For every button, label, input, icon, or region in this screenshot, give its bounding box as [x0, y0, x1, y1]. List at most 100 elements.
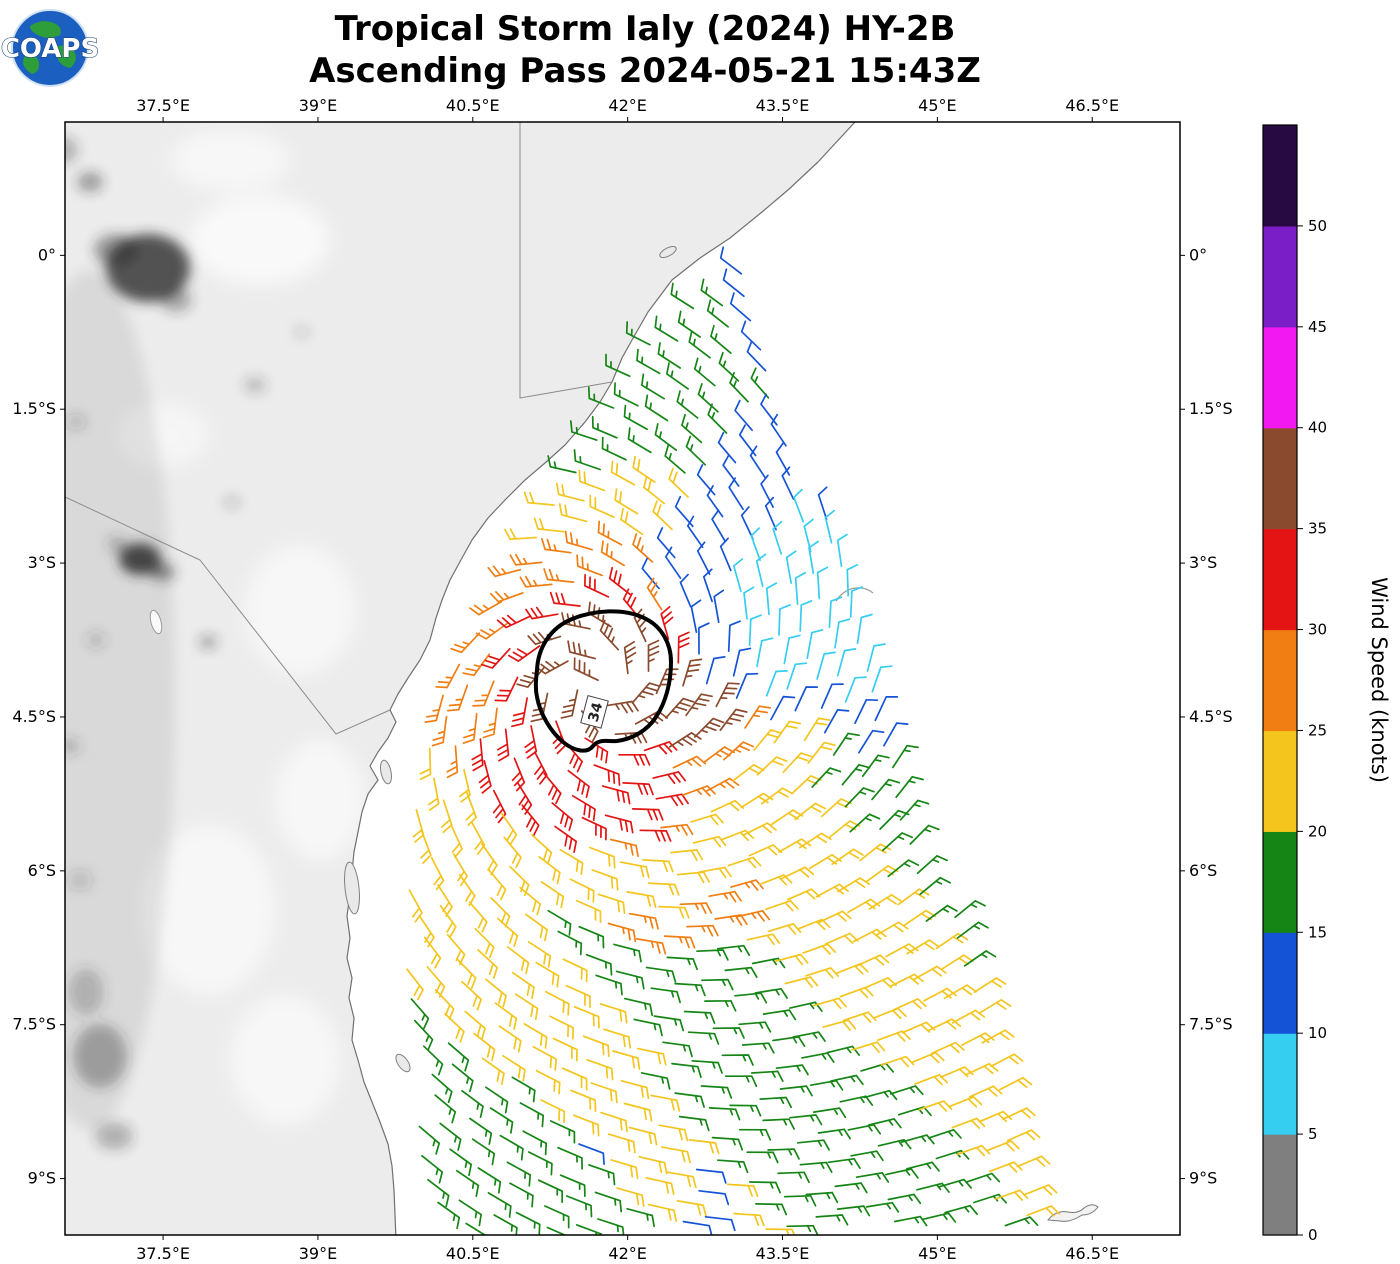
wind-barb [935, 932, 969, 950]
wind-barb [519, 575, 553, 588]
wind-barb [1026, 1205, 1060, 1217]
x-tick-label-top: 46.5°E [1065, 96, 1119, 115]
wind-barb [481, 1057, 505, 1086]
wind-barb [729, 1104, 762, 1117]
wind-barb [591, 869, 619, 891]
wind-barb [665, 697, 695, 719]
islands [149, 245, 1099, 1222]
wind-barb [681, 413, 703, 444]
wind-barb [688, 330, 711, 359]
wind-barb [785, 550, 797, 584]
wind-barb [858, 729, 885, 754]
contour-label-34: 34 [586, 701, 607, 724]
wind-barb [573, 1114, 600, 1137]
wind-barb [554, 825, 578, 854]
contour-label-box: 34 [580, 695, 609, 729]
wind-barb [702, 568, 713, 603]
wind-barb [654, 423, 678, 452]
wind-barb [471, 1138, 496, 1166]
wind-barb [711, 1136, 744, 1151]
wind-barb [702, 746, 735, 764]
wind-barb [750, 527, 761, 562]
wind-barb [842, 1011, 877, 1023]
wind-barb [764, 496, 777, 531]
wind-barb [815, 1214, 849, 1226]
wind-barb [836, 1205, 871, 1217]
wind-barb [820, 683, 844, 709]
wind-barb [620, 507, 644, 536]
wind-barb [686, 515, 704, 549]
wind-barb [439, 904, 457, 938]
colorbar: 0 5 10 15 20 25 30 35 40 45 50 [1262, 124, 1327, 1244]
wind-barb [916, 855, 948, 875]
wind-barb [516, 781, 533, 815]
wind-barb [475, 622, 508, 640]
wind-barb [831, 848, 864, 866]
wind-barb [569, 420, 598, 441]
wind-barb [496, 728, 510, 762]
wind-barb [440, 799, 453, 834]
wind-barb [774, 953, 809, 966]
wind-barb [523, 1023, 548, 1049]
wind-barb [802, 943, 837, 955]
coaps-logo: COAPS [0, 9, 100, 87]
wind-barb [841, 763, 871, 786]
wind-barb [633, 1018, 663, 1037]
wind-barb [477, 949, 499, 979]
wind-barb [600, 540, 625, 567]
wind-barb [871, 778, 901, 801]
wind-barb [816, 651, 836, 680]
wind-barb [844, 787, 875, 808]
wind-barb [704, 1215, 736, 1232]
wind-barb [682, 785, 716, 797]
wind-barb [778, 838, 812, 853]
wind-barb [1023, 1184, 1058, 1196]
wind-barb [434, 989, 455, 1020]
wind-barb [676, 1200, 707, 1217]
logo-continent-shape [30, 21, 61, 38]
wind-barb [716, 1159, 749, 1174]
wind-barb [585, 953, 613, 976]
colorbar-tick-label: 30 [1308, 621, 1327, 639]
colorbar-segment [1263, 427, 1297, 530]
wind-barb [740, 792, 774, 809]
wind-barb [446, 745, 459, 779]
y-tick-label-left: 6°S [28, 861, 56, 880]
wind-barb [856, 613, 873, 645]
wind-barb [695, 1168, 727, 1184]
wind-barb [494, 1002, 518, 1031]
colorbar-segment [1263, 831, 1297, 933]
wind-barb [508, 645, 541, 662]
wind-barb [524, 725, 538, 759]
wind-barb [599, 1003, 628, 1024]
wind-barb [670, 849, 704, 861]
wind-barb [919, 876, 952, 896]
wind-barb [619, 861, 650, 879]
wind-barb [473, 1032, 496, 1062]
wind-barb [732, 558, 744, 592]
wind-barb [581, 816, 607, 841]
colorbar-axis-label: Wind Speed (knots) [1367, 577, 1391, 783]
wind-barb [871, 665, 893, 693]
y-tick-label-right: 4.5°S [1189, 707, 1233, 726]
wind-barb [736, 909, 771, 922]
wind-barb [485, 978, 507, 1008]
wind-barb [623, 1102, 653, 1122]
wind-barb [723, 741, 755, 761]
wind-barb [755, 553, 767, 588]
wind-barb [868, 893, 902, 910]
wind-barb [968, 1085, 1003, 1098]
wind-barb [914, 1073, 949, 1086]
wind-barb [760, 393, 778, 426]
wind-barb [506, 946, 530, 975]
wind-barb [509, 1182, 534, 1208]
wind-barb [628, 1126, 658, 1146]
wind-barb [496, 614, 531, 629]
wind-barb [760, 787, 794, 805]
wind-barb [631, 682, 661, 704]
wind-barb [620, 1079, 650, 1100]
wind-barb [544, 990, 570, 1016]
wind-barb [427, 777, 440, 811]
wind-barb [562, 958, 588, 983]
wind-barb [533, 517, 565, 533]
